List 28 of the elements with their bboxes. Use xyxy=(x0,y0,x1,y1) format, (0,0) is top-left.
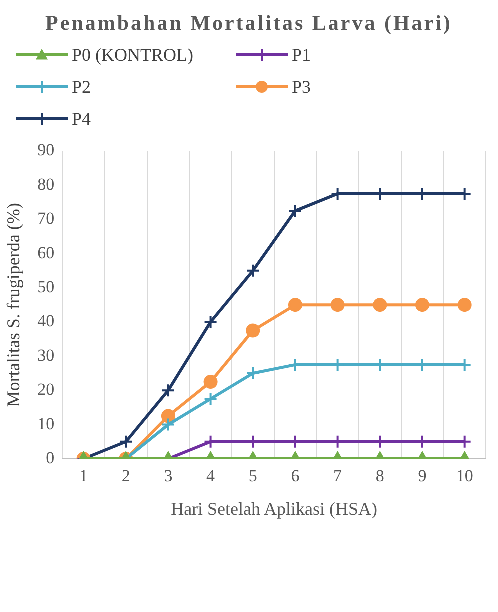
x-tick-label: 10 xyxy=(456,466,474,486)
x-tick-label: 9 xyxy=(418,466,427,486)
y-tick-label: 90 xyxy=(38,140,55,160)
y-tick-label: 60 xyxy=(38,243,55,262)
legend-label: P3 xyxy=(292,76,312,98)
x-tick-label: 3 xyxy=(164,466,173,486)
legend-label: P4 xyxy=(72,108,92,130)
x-tick-label: 6 xyxy=(291,466,300,486)
y-axis-title: Mortalitas S. frugiperda (%) xyxy=(4,203,24,408)
y-tick-label: 40 xyxy=(38,312,55,331)
y-tick-label: 20 xyxy=(38,380,55,400)
y-tick-label: 70 xyxy=(38,209,55,228)
y-tick-label: 30 xyxy=(38,346,55,365)
x-tick-label: 4 xyxy=(206,466,216,486)
legend-label: P2 xyxy=(72,76,92,98)
x-tick-label: 1 xyxy=(80,466,88,486)
y-tick-label: 80 xyxy=(38,174,55,194)
x-tick-label: 2 xyxy=(122,466,130,486)
legend-label: P1 xyxy=(292,44,312,66)
y-tick-label: 0 xyxy=(46,448,55,468)
x-tick-label: 5 xyxy=(248,466,258,486)
x-tick-label: 7 xyxy=(334,466,343,486)
legend-label: P0 (KONTROL) xyxy=(72,44,194,66)
y-tick-label: 50 xyxy=(38,277,55,296)
x-tick-label: 8 xyxy=(376,466,384,486)
y-tick-label: 10 xyxy=(38,414,55,434)
chart-title: Penambahan Mortalitas Larva (Hari) xyxy=(44,10,454,37)
x-axis-title: Hari Setelah Aplikasi (HSA) xyxy=(171,498,378,519)
